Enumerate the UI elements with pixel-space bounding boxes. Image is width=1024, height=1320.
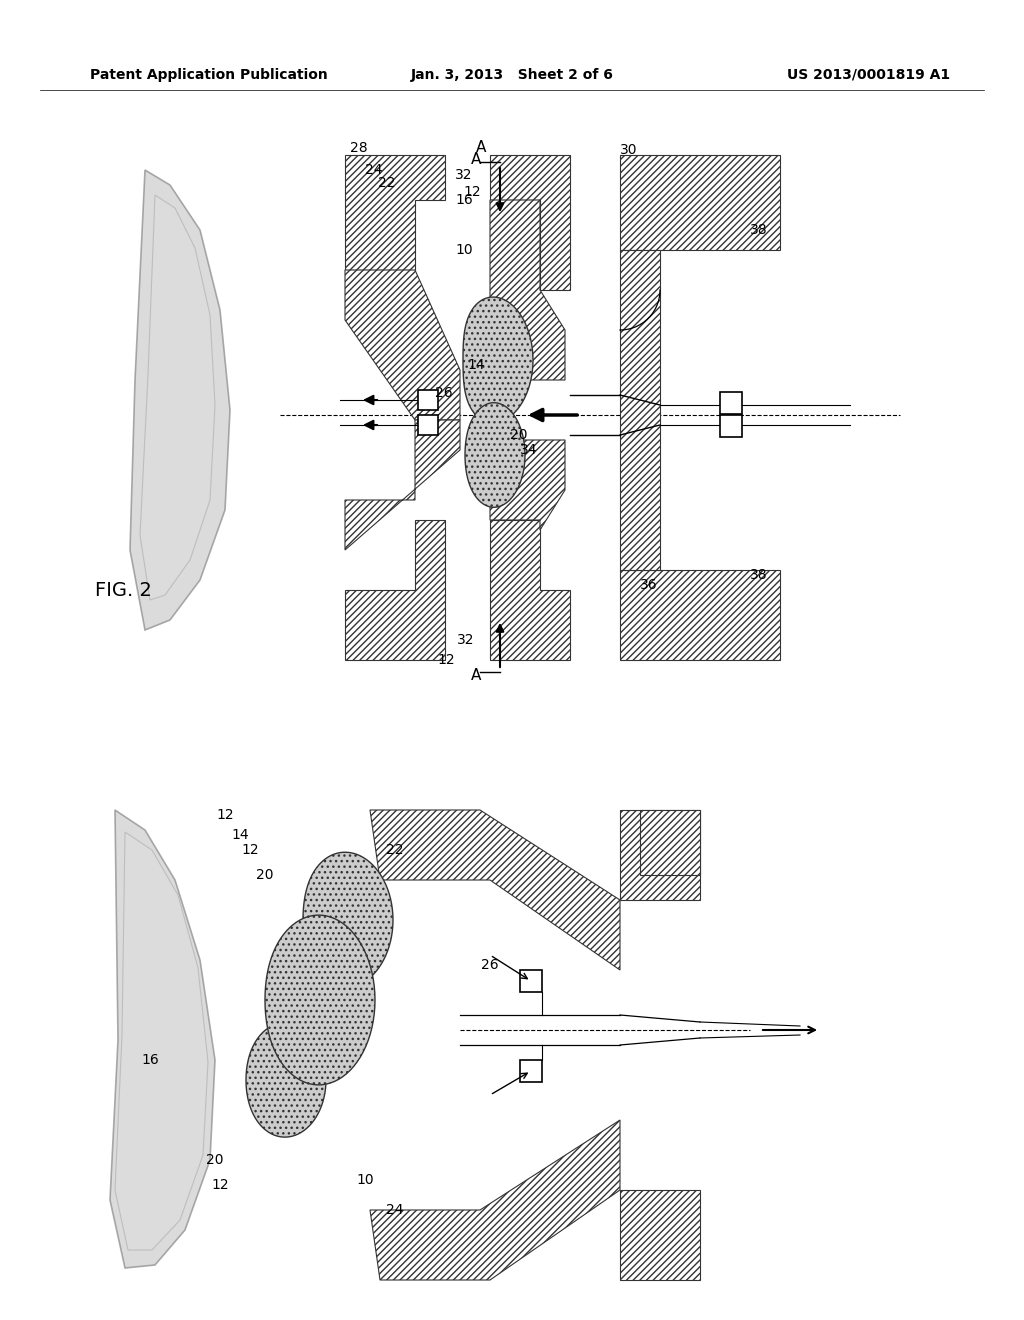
Polygon shape [490,201,565,380]
Text: 20: 20 [510,428,527,442]
Text: 38: 38 [750,568,768,582]
Text: 10: 10 [455,243,473,257]
FancyBboxPatch shape [418,414,438,436]
Text: 12: 12 [437,653,455,667]
Polygon shape [345,420,460,550]
Polygon shape [345,520,445,660]
Polygon shape [465,403,525,507]
Polygon shape [620,810,700,900]
Text: 12: 12 [242,843,259,857]
Polygon shape [265,915,375,1085]
FancyBboxPatch shape [418,389,438,411]
FancyBboxPatch shape [720,414,742,437]
Polygon shape [303,853,393,987]
Polygon shape [620,1191,700,1280]
Text: 16: 16 [141,1053,159,1067]
Text: 34: 34 [520,444,538,457]
Polygon shape [370,1119,620,1280]
Polygon shape [490,520,570,660]
Polygon shape [490,440,565,531]
FancyBboxPatch shape [520,970,542,993]
Text: 22: 22 [386,843,403,857]
Text: 38: 38 [750,223,768,238]
Polygon shape [115,832,208,1250]
Polygon shape [130,170,230,630]
Text: 30: 30 [620,143,638,157]
Text: 26: 26 [481,958,499,972]
Polygon shape [640,810,700,875]
Text: 28: 28 [350,141,368,154]
Text: Patent Application Publication: Patent Application Publication [90,69,328,82]
FancyBboxPatch shape [520,1060,542,1082]
FancyBboxPatch shape [720,392,742,414]
Text: 12: 12 [463,185,480,199]
Polygon shape [620,154,780,249]
Text: Jan. 3, 2013   Sheet 2 of 6: Jan. 3, 2013 Sheet 2 of 6 [411,69,613,82]
Text: 24: 24 [365,162,383,177]
Text: 12: 12 [211,1177,228,1192]
Text: 16: 16 [455,193,473,207]
Text: 22: 22 [378,176,395,190]
Text: 36: 36 [640,578,657,591]
Polygon shape [110,810,215,1269]
Polygon shape [370,810,620,970]
Text: 14: 14 [467,358,484,372]
Text: 14: 14 [231,828,249,842]
Polygon shape [140,195,215,601]
Polygon shape [620,570,780,660]
Text: 26: 26 [435,385,453,400]
Text: 20: 20 [256,869,273,882]
Polygon shape [620,249,660,570]
Text: US 2013/0001819 A1: US 2013/0001819 A1 [786,69,950,82]
Text: 20: 20 [206,1152,224,1167]
Text: 12: 12 [216,808,233,822]
Text: 10: 10 [356,1173,374,1187]
Text: A: A [471,153,481,168]
Text: 24: 24 [386,1203,403,1217]
Text: A: A [476,140,486,156]
Text: 32: 32 [455,168,472,182]
Polygon shape [463,297,534,422]
Polygon shape [490,154,570,290]
Text: A: A [471,668,481,682]
Text: FIG. 2: FIG. 2 [95,581,152,599]
Text: 32: 32 [457,634,474,647]
Polygon shape [345,154,445,271]
Polygon shape [345,271,460,420]
Polygon shape [246,1023,326,1137]
